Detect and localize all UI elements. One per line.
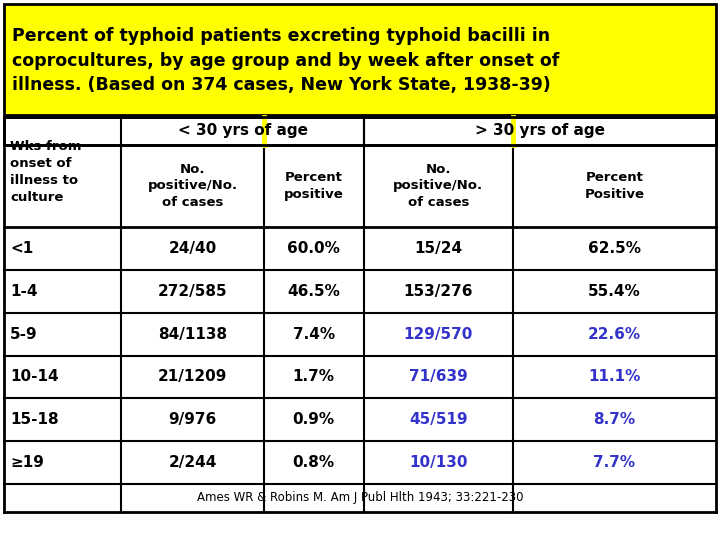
- Text: 60.0%: 60.0%: [287, 241, 340, 256]
- Text: 2/244: 2/244: [168, 455, 217, 470]
- Text: 0.8%: 0.8%: [292, 455, 335, 470]
- Text: 62.5%: 62.5%: [588, 241, 641, 256]
- Text: No.
positive/No.
of cases: No. positive/No. of cases: [148, 163, 238, 209]
- Text: 7.7%: 7.7%: [593, 455, 636, 470]
- Text: ≥19: ≥19: [10, 455, 44, 470]
- Text: 22.6%: 22.6%: [588, 327, 641, 342]
- Text: 55.4%: 55.4%: [588, 284, 641, 299]
- Text: Wks from
onset of
illness to
culture: Wks from onset of illness to culture: [10, 140, 81, 204]
- Text: 11.1%: 11.1%: [588, 369, 641, 384]
- Text: 15-18: 15-18: [10, 412, 58, 427]
- Bar: [4, 4, 716, 115]
- Text: 46.5%: 46.5%: [287, 284, 340, 299]
- Text: 9/976: 9/976: [168, 412, 217, 427]
- Text: < 30 yrs of age: < 30 yrs of age: [178, 124, 307, 138]
- Text: 1-4: 1-4: [10, 284, 37, 299]
- Text: 21/1209: 21/1209: [158, 369, 228, 384]
- Text: 10/130: 10/130: [409, 455, 467, 470]
- Text: Percent
Positive: Percent Positive: [585, 171, 644, 201]
- Text: Percent of typhoid patients excreting typhoid bacilli in
coprocultures, by age g: Percent of typhoid patients excreting ty…: [12, 27, 559, 94]
- Text: 1.7%: 1.7%: [293, 369, 335, 384]
- Text: 45/519: 45/519: [409, 412, 467, 427]
- Text: No.
positive/No.
of cases: No. positive/No. of cases: [393, 163, 483, 209]
- Text: > 30 yrs of age: > 30 yrs of age: [474, 124, 605, 138]
- Text: 8.7%: 8.7%: [593, 412, 636, 427]
- Text: 5-9: 5-9: [10, 327, 37, 342]
- Text: <1: <1: [10, 241, 33, 256]
- Text: 0.9%: 0.9%: [292, 412, 335, 427]
- Text: 129/570: 129/570: [404, 327, 473, 342]
- Text: Ames WR & Robins M. Am J Publ Hlth 1943; 33:221-230: Ames WR & Robins M. Am J Publ Hlth 1943;…: [197, 491, 523, 504]
- Text: Percent
positive: Percent positive: [284, 171, 343, 201]
- Text: 272/585: 272/585: [158, 284, 228, 299]
- Text: 71/639: 71/639: [409, 369, 468, 384]
- Text: 24/40: 24/40: [168, 241, 217, 256]
- Text: 10-14: 10-14: [10, 369, 58, 384]
- Text: 15/24: 15/24: [414, 241, 462, 256]
- Text: 84/1138: 84/1138: [158, 327, 228, 342]
- Text: 153/276: 153/276: [404, 284, 473, 299]
- Text: 7.4%: 7.4%: [292, 327, 335, 342]
